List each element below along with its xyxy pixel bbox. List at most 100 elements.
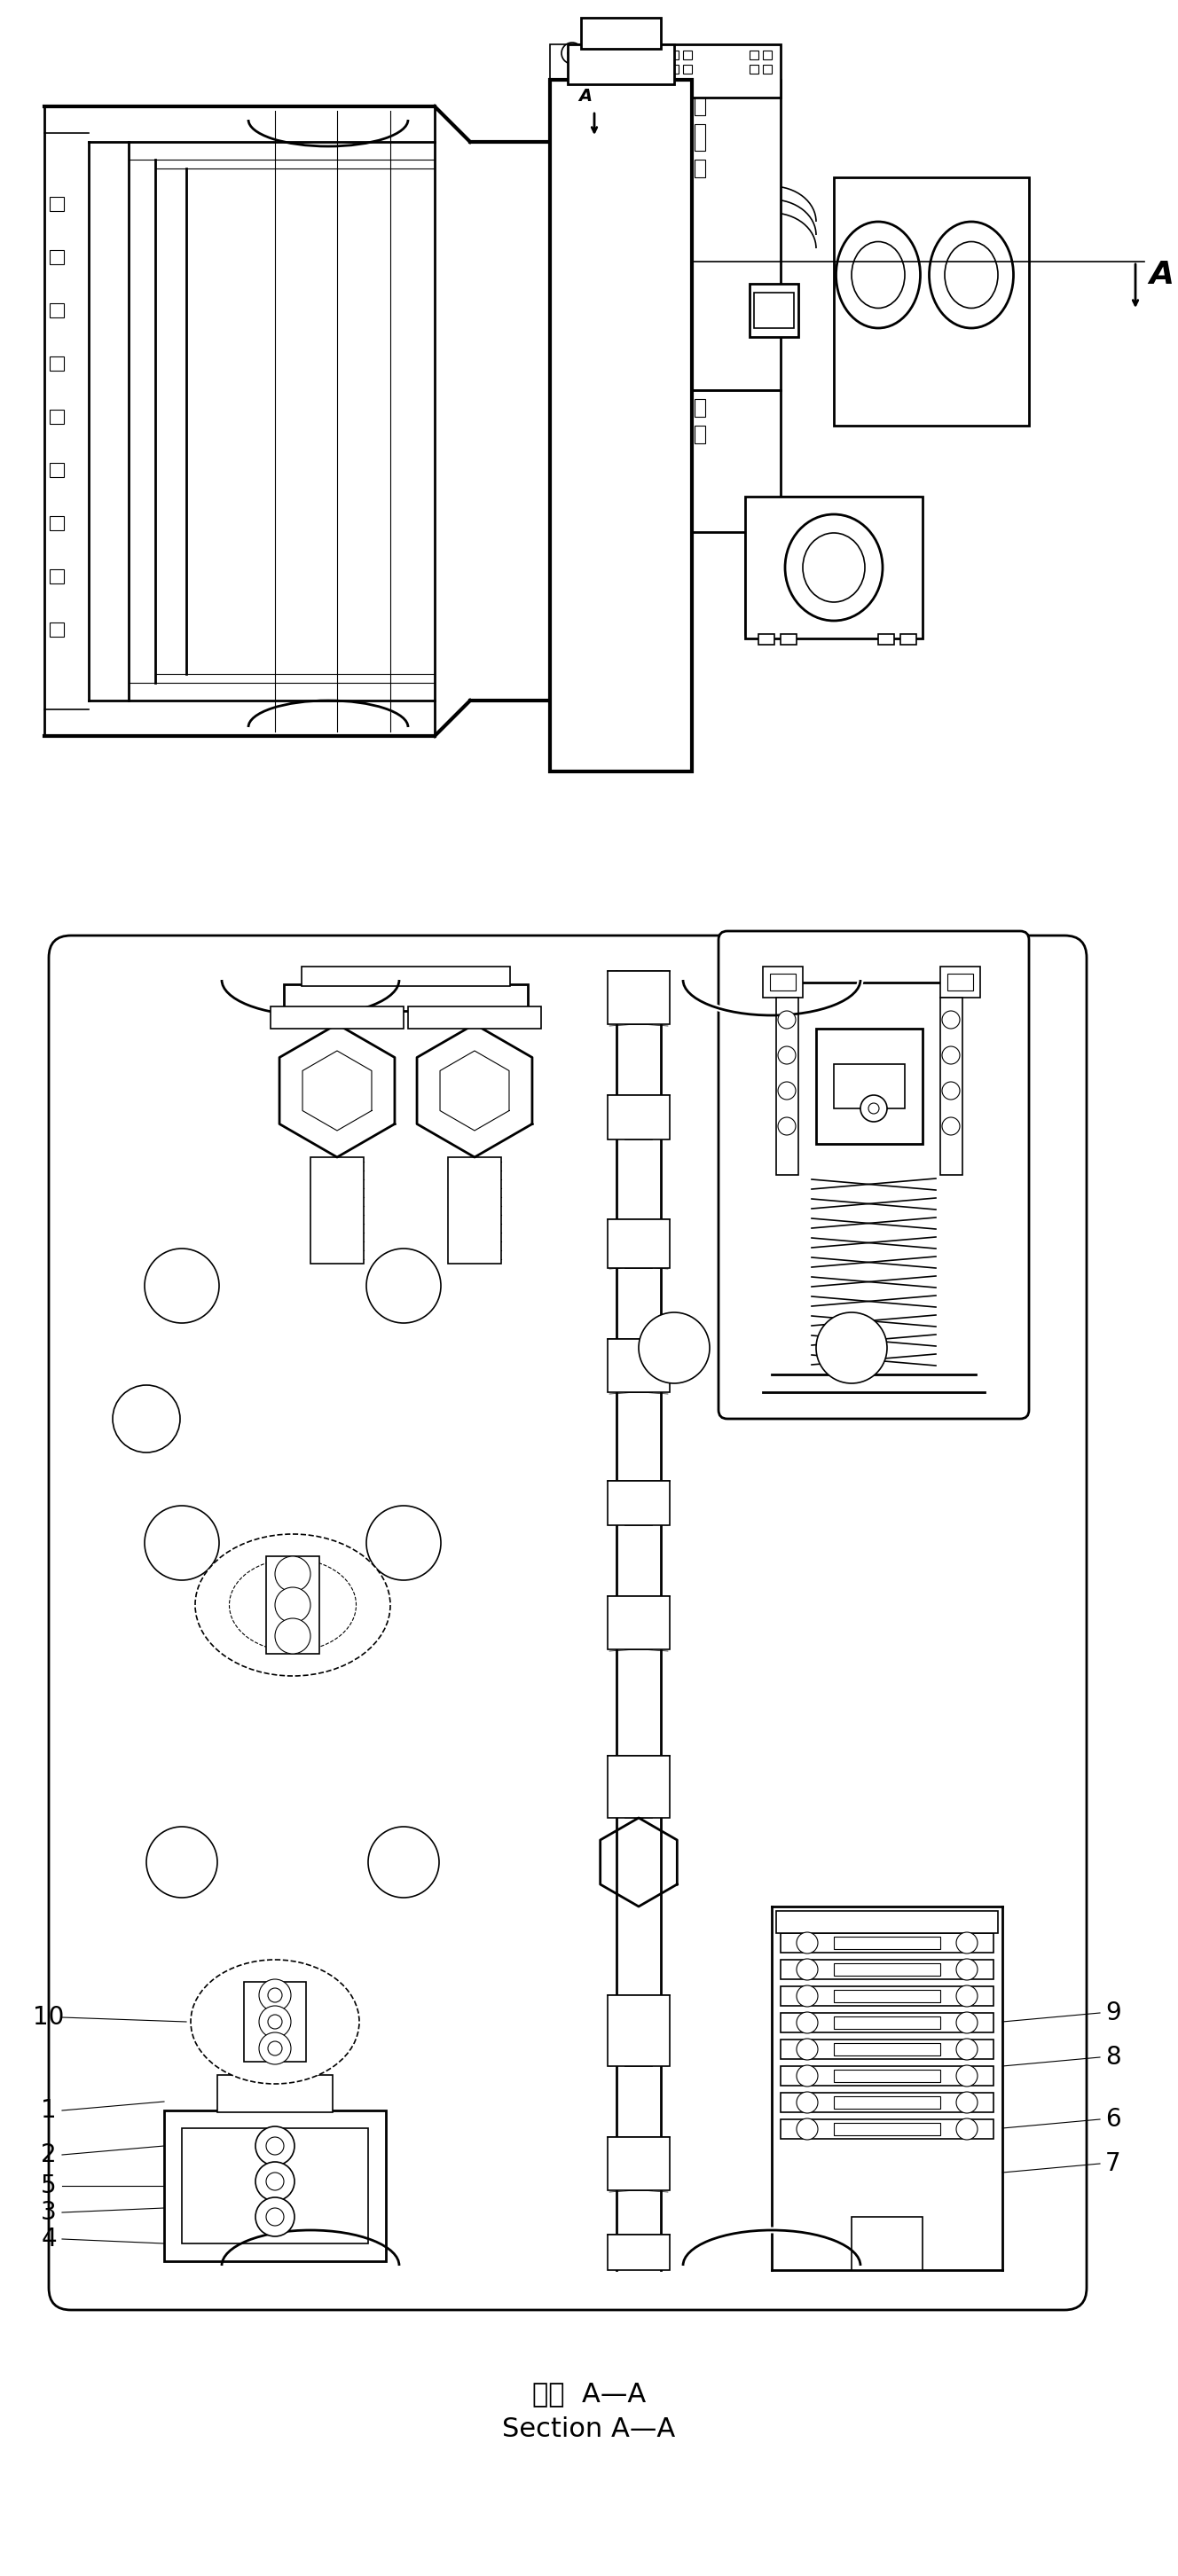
Bar <box>781 1960 993 1978</box>
Bar <box>608 1095 670 1139</box>
Bar <box>834 2069 940 2081</box>
Ellipse shape <box>945 242 998 309</box>
Bar <box>749 64 759 75</box>
Text: 3: 3 <box>41 2200 57 2226</box>
Circle shape <box>942 1082 960 1100</box>
Circle shape <box>957 2066 978 2087</box>
Circle shape <box>957 2117 978 2141</box>
Bar <box>49 569 64 585</box>
Text: 8: 8 <box>1105 2045 1121 2069</box>
Text: 2: 2 <box>41 2143 57 2166</box>
Circle shape <box>259 1978 291 2012</box>
Bar <box>776 1911 998 1932</box>
Circle shape <box>816 1311 887 1383</box>
Circle shape <box>259 2032 291 2063</box>
Bar <box>695 88 706 116</box>
Bar <box>763 966 802 997</box>
Text: 5: 5 <box>41 2174 57 2197</box>
Circle shape <box>638 1311 709 1383</box>
Bar <box>550 80 691 770</box>
Bar <box>164 2110 386 2262</box>
Circle shape <box>957 2012 978 2032</box>
Bar <box>49 304 64 317</box>
Text: A: A <box>578 88 593 103</box>
Ellipse shape <box>852 242 905 309</box>
Bar <box>781 2040 993 2058</box>
Circle shape <box>145 1249 219 1324</box>
Circle shape <box>796 1958 818 1981</box>
Bar <box>834 178 1028 425</box>
Circle shape <box>957 1932 978 1953</box>
Ellipse shape <box>785 515 882 621</box>
Circle shape <box>256 2125 294 2166</box>
Text: 9: 9 <box>1105 2002 1121 2025</box>
Bar <box>311 1157 364 1265</box>
Bar <box>49 196 64 211</box>
Bar <box>656 44 781 98</box>
Bar <box>695 399 706 417</box>
Circle shape <box>266 2138 284 2154</box>
Text: 6: 6 <box>1105 2107 1121 2133</box>
FancyBboxPatch shape <box>48 935 1086 2311</box>
Circle shape <box>267 2040 282 2056</box>
Bar <box>852 2218 922 2269</box>
Circle shape <box>942 1118 960 1136</box>
Bar <box>271 1007 404 1028</box>
Bar <box>781 2012 993 2032</box>
Bar <box>49 515 64 531</box>
Bar <box>608 1996 670 2066</box>
Bar <box>608 1481 670 1525</box>
Ellipse shape <box>196 1535 390 1677</box>
Bar <box>759 634 774 644</box>
Bar <box>781 1986 993 2007</box>
Bar <box>244 1981 306 2061</box>
Bar <box>749 52 759 59</box>
Bar <box>940 997 962 1175</box>
Bar <box>49 464 64 477</box>
Bar <box>834 2017 940 2030</box>
Circle shape <box>274 1587 311 1623</box>
Bar <box>834 1989 940 2002</box>
Bar <box>691 80 781 389</box>
Circle shape <box>366 1507 441 1579</box>
Bar <box>781 1932 993 1953</box>
Bar <box>608 1218 670 1267</box>
Circle shape <box>796 1932 818 1953</box>
Circle shape <box>860 1095 887 1121</box>
Bar <box>608 2138 670 2190</box>
Bar <box>670 52 679 59</box>
Bar <box>834 2043 940 2056</box>
Text: 4: 4 <box>41 2226 57 2251</box>
Circle shape <box>796 1986 818 2007</box>
Circle shape <box>942 1046 960 1064</box>
Bar <box>816 1028 922 1144</box>
Bar <box>834 1064 905 1108</box>
Bar <box>550 44 595 80</box>
FancyBboxPatch shape <box>719 930 1028 1419</box>
Bar <box>749 283 799 337</box>
Bar <box>695 124 706 152</box>
Circle shape <box>777 1010 795 1028</box>
Bar <box>691 389 781 533</box>
Bar <box>781 634 796 644</box>
Text: 7: 7 <box>1105 2151 1121 2177</box>
Bar <box>49 250 64 265</box>
Circle shape <box>796 2117 818 2141</box>
Circle shape <box>266 2208 284 2226</box>
Bar <box>878 634 894 644</box>
Bar <box>834 2097 940 2110</box>
Circle shape <box>957 1958 978 1981</box>
Ellipse shape <box>191 1960 359 2084</box>
Text: 1: 1 <box>41 2097 57 2123</box>
Circle shape <box>146 1826 217 1899</box>
Circle shape <box>777 1118 795 1136</box>
Bar <box>781 2120 993 2138</box>
Bar <box>834 1937 940 1950</box>
Text: Section A—A: Section A—A <box>502 2416 676 2442</box>
Circle shape <box>957 2038 978 2061</box>
Ellipse shape <box>929 222 1013 327</box>
Bar <box>49 410 64 425</box>
Circle shape <box>796 2092 818 2112</box>
Circle shape <box>259 2007 291 2038</box>
Circle shape <box>368 1826 439 1899</box>
